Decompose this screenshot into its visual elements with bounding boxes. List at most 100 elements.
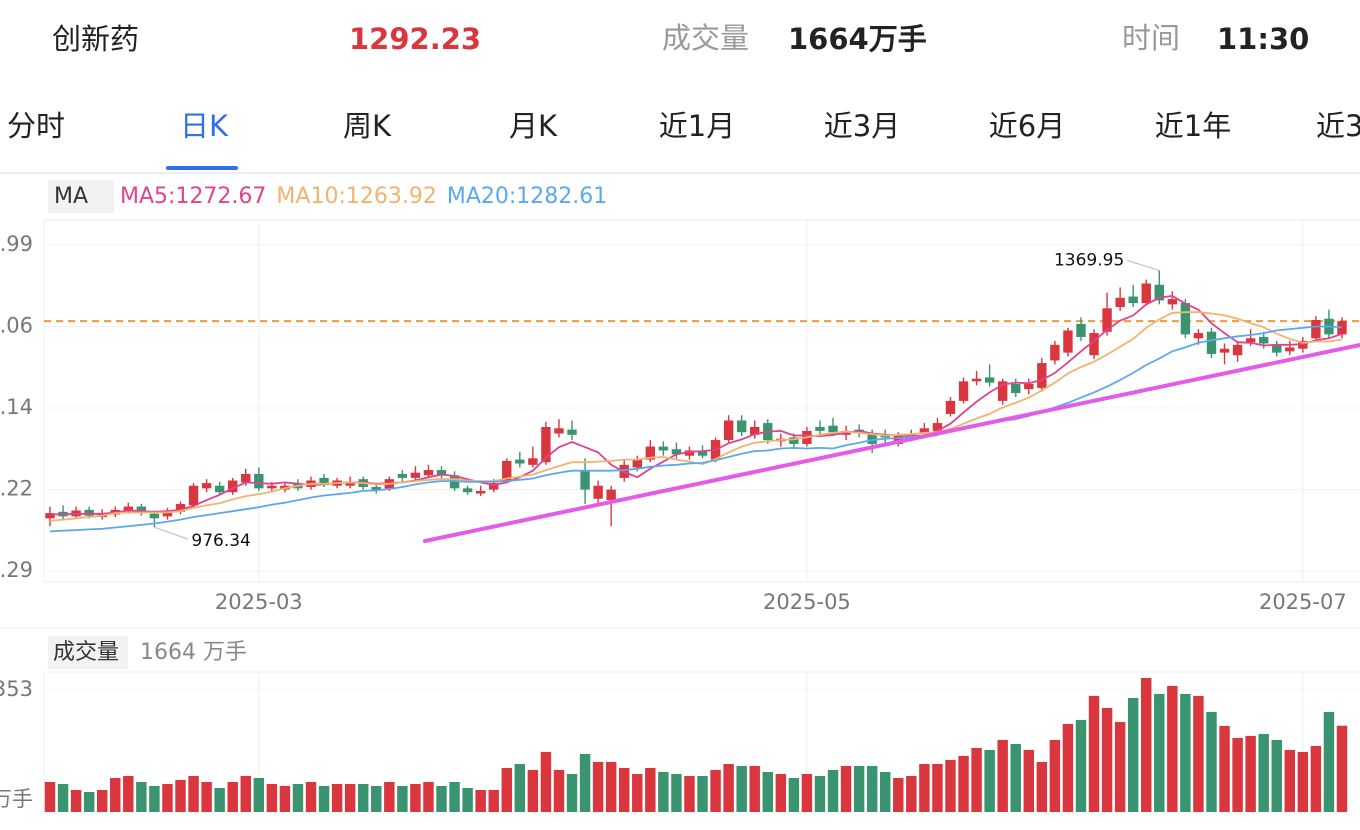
volume-bar	[214, 787, 225, 812]
plot: 1408.99 1284.06 1159.14 1034.22 909.29 2353 20…	[0, 220, 1360, 812]
ma-legend: MA5:1272.67 MA10:1263.92 MA20:1282.61	[120, 184, 607, 209]
candle-body	[723, 420, 734, 441]
volume-bar	[997, 739, 1008, 812]
candle-body	[267, 485, 277, 489]
tab[interactable]: 分时	[7, 109, 65, 143]
ma-badge	[48, 180, 114, 213]
candle-body	[1337, 321, 1347, 335]
volume-bar	[1114, 721, 1126, 812]
volume-bar	[371, 785, 382, 812]
y-tick-label: 1159.14	[0, 395, 33, 419]
tab[interactable]: 周K	[343, 109, 392, 143]
volume-bar	[136, 781, 147, 812]
trend-line	[423, 343, 1360, 543]
volume-bar	[788, 777, 800, 812]
volume-bar	[1023, 749, 1035, 812]
volume-bar	[866, 765, 878, 812]
candle-body	[136, 506, 147, 514]
candle-body	[541, 426, 551, 463]
volume-bar	[449, 781, 460, 812]
candle-body	[1272, 344, 1282, 353]
candle-body	[867, 433, 877, 444]
candle-body	[1063, 330, 1073, 353]
volume-bar	[292, 784, 304, 812]
tab-active[interactable]: 日K	[180, 109, 229, 143]
volume-bar	[971, 747, 982, 812]
candle-body	[423, 470, 434, 476]
candle-body	[1232, 344, 1243, 356]
annotation-leader	[1127, 259, 1160, 271]
tab[interactable]: 月K	[509, 109, 558, 143]
volume-bar	[384, 781, 395, 812]
volume-bar	[853, 765, 865, 812]
candle-body	[697, 450, 708, 456]
tab[interactable]: 近3月	[824, 109, 900, 143]
candle-body	[828, 425, 838, 433]
volume-bar	[201, 781, 212, 812]
candle-body	[1089, 333, 1099, 356]
candle-body	[149, 513, 160, 519]
tab[interactable]: 近1年	[1155, 109, 1231, 143]
volume-bar	[44, 781, 56, 812]
tab[interactable]: 近3年	[1316, 109, 1360, 143]
volume-bar	[110, 777, 121, 812]
volume-bar	[710, 769, 721, 812]
volume-bar	[632, 773, 643, 812]
x-tick-label: 2025-05	[763, 590, 851, 614]
candle-body	[815, 426, 825, 431]
candle-body	[1180, 303, 1191, 335]
candle-body	[1219, 348, 1230, 353]
volume-bar	[475, 789, 486, 812]
tab[interactable]: 近1月	[659, 109, 735, 143]
volume-bar	[318, 785, 330, 812]
candle-body	[1193, 333, 1204, 339]
volume-bar	[149, 785, 160, 812]
candle-body	[593, 485, 603, 499]
volume-bar	[96, 789, 108, 812]
volume-bar	[1062, 723, 1074, 812]
candle-body	[789, 437, 799, 444]
volume-bar	[958, 755, 969, 812]
candle-body	[410, 472, 421, 478]
volume-bar	[919, 763, 930, 812]
volume-bar	[645, 767, 656, 812]
legend-entry: MA20:1282.61	[447, 184, 607, 209]
volume-bar	[357, 784, 369, 812]
candle-body	[502, 460, 512, 481]
volume-bar	[893, 777, 904, 812]
volume-bar	[749, 765, 760, 812]
y-tick-label: 1408.99	[0, 232, 33, 256]
max-annotation: 1369.95	[1054, 250, 1124, 270]
volume-bar	[1154, 693, 1165, 812]
x-tick-label: 2025-07	[1259, 590, 1347, 614]
candle-body	[371, 487, 381, 490]
volume-bar	[305, 781, 317, 812]
candle-body	[645, 446, 656, 460]
volume-axis-unit: 万手	[0, 787, 33, 811]
y-tick-label: 2353	[0, 677, 33, 701]
volume-bar	[162, 784, 173, 812]
candle-body	[45, 513, 55, 519]
ma-line	[50, 294, 1343, 516]
volume-bar	[932, 763, 943, 812]
candle-body	[658, 446, 669, 451]
volume-bar	[984, 749, 995, 812]
tab-bar: 分时 日K 周K 月K 近1月 近3月 近6月 近1年 近3年	[7, 109, 1360, 170]
volume-bar	[814, 775, 826, 812]
candle-body	[162, 511, 173, 517]
candle-body	[567, 429, 577, 435]
candle-body	[932, 423, 943, 431]
stock-name: 创新药	[52, 22, 139, 56]
candle-body	[1245, 338, 1256, 343]
volume-bar	[423, 781, 434, 812]
volume-bar	[540, 751, 552, 812]
volume-bar	[579, 753, 591, 812]
volume-bar	[123, 775, 134, 812]
candle-body	[671, 449, 682, 455]
candle-body	[528, 458, 538, 465]
candle-body	[750, 426, 760, 435]
volume-bar	[1141, 677, 1152, 812]
volume-bar	[1010, 743, 1021, 812]
tab[interactable]: 近6月	[989, 109, 1065, 143]
